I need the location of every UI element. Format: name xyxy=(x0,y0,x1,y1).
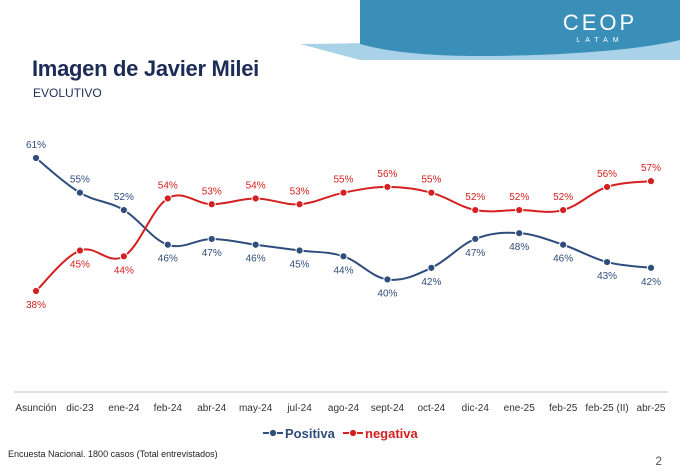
page-title: Imagen de Javier Milei xyxy=(32,56,259,81)
legend-label: Positiva xyxy=(285,426,336,441)
data-label-negativa: 53% xyxy=(290,186,310,197)
x-tick-label: ene-25 xyxy=(504,403,536,414)
data-label-negativa: 56% xyxy=(377,169,397,180)
data-point-negativa xyxy=(207,200,216,209)
data-label-positiva: 48% xyxy=(509,242,529,253)
data-label-negativa: 38% xyxy=(26,300,46,311)
data-label-positiva: 45% xyxy=(290,260,310,271)
data-point-positiva xyxy=(163,240,172,249)
data-point-positiva xyxy=(339,252,348,261)
data-label-negativa: 52% xyxy=(465,192,485,203)
header-banner xyxy=(300,0,680,60)
data-point-positiva xyxy=(427,263,436,272)
data-label-positiva: 61% xyxy=(26,140,46,151)
data-label-positiva: 44% xyxy=(333,265,353,276)
data-label-positiva: 40% xyxy=(377,288,397,299)
data-point-negativa xyxy=(383,182,392,192)
x-tick-label: dic-24 xyxy=(462,403,490,414)
source-note: Encuesta Nacional. 1800 casos (Total ent… xyxy=(8,449,218,459)
data-label-negativa: 55% xyxy=(421,175,441,186)
data-label-positiva: 46% xyxy=(158,254,178,265)
data-label-positiva: 42% xyxy=(421,277,441,288)
data-point-positiva xyxy=(31,153,41,163)
data-label-negativa: 45% xyxy=(70,260,90,271)
x-axis-ticks: Asunción dic-23 ene-24 feb-24 abr-24 may-24 ju… xyxy=(15,403,665,414)
x-tick-label: feb-25 xyxy=(549,403,578,414)
legend-item-positiva: Positiva xyxy=(263,426,336,441)
data-label-negativa: 56% xyxy=(597,169,617,180)
x-tick-label: feb-24 xyxy=(154,403,183,414)
data-label-positiva: 47% xyxy=(465,248,485,259)
x-tick-label: may-24 xyxy=(239,403,273,414)
x-tick-label: oct-24 xyxy=(417,403,445,414)
data-points: 61% 55% 52% 46% 47% 46% 45% 44% 40% 42% 47% 48% 46% 4… xyxy=(26,140,661,311)
data-point-negativa xyxy=(295,200,304,209)
data-point-negativa xyxy=(339,188,348,197)
x-tick-label: feb-25 (II) xyxy=(585,403,628,414)
x-tick-label: sept-24 xyxy=(371,403,405,414)
legend-label: negativa xyxy=(365,426,419,441)
legend-item-negativa: negativa xyxy=(343,426,419,441)
data-point-negativa xyxy=(515,205,524,215)
data-point-negativa xyxy=(75,246,85,255)
data-label-positiva: 46% xyxy=(553,254,573,265)
data-point-positiva xyxy=(207,234,216,244)
logo-text: CEOP xyxy=(562,10,638,35)
data-point-negativa xyxy=(559,205,568,215)
data-point-negativa xyxy=(646,177,656,186)
x-tick-label: ago-24 xyxy=(328,403,360,414)
page-number: 2 xyxy=(655,454,662,468)
data-label-negativa: 52% xyxy=(509,192,529,203)
data-point-negativa xyxy=(251,194,260,203)
x-tick-label: abr-25 xyxy=(637,403,666,414)
data-label-positiva: 52% xyxy=(114,192,134,203)
x-tick-label: abr-24 xyxy=(197,403,226,414)
data-label-negativa: 57% xyxy=(641,163,661,174)
data-point-positiva xyxy=(119,205,128,215)
data-label-negativa: 55% xyxy=(333,175,353,186)
data-label-positiva: 47% xyxy=(202,248,222,259)
legend-marker xyxy=(268,428,278,438)
page-subtitle: EVOLUTIVO xyxy=(33,86,102,100)
data-label-positiva: 42% xyxy=(641,277,661,288)
data-label-negativa: 44% xyxy=(114,265,134,276)
data-point-negativa xyxy=(602,182,612,192)
legend-marker xyxy=(348,428,358,438)
data-point-positiva xyxy=(515,229,524,238)
data-label-positiva: 46% xyxy=(246,254,266,265)
chart-legend: Positiva negativa xyxy=(263,426,419,441)
data-point-positiva xyxy=(471,234,480,244)
data-point-positiva xyxy=(646,263,656,272)
ceop-logo: CEOP LATAM xyxy=(550,8,650,48)
data-point-negativa xyxy=(163,194,172,203)
data-point-positiva xyxy=(602,257,612,267)
data-point-negativa xyxy=(119,252,128,261)
data-point-positiva xyxy=(559,240,568,249)
data-label-positiva: 55% xyxy=(70,175,90,186)
data-label-negativa: 53% xyxy=(202,186,222,197)
data-point-positiva xyxy=(295,246,304,255)
logo-subtext: LATAM xyxy=(576,37,624,44)
data-point-positiva xyxy=(75,188,85,197)
data-label-negativa: 52% xyxy=(553,192,573,203)
data-point-negativa xyxy=(427,188,436,197)
x-tick-label: dic-23 xyxy=(66,403,94,414)
x-tick-label: jul-24 xyxy=(286,403,312,414)
data-point-negativa xyxy=(31,286,41,296)
data-point-negativa xyxy=(471,205,480,215)
x-tick-label: ene-24 xyxy=(108,403,140,414)
x-tick-label: Asunción xyxy=(15,403,56,414)
data-point-positiva xyxy=(251,240,260,249)
data-point-positiva xyxy=(383,275,392,284)
data-label-positiva: 43% xyxy=(597,271,617,282)
data-label-negativa: 54% xyxy=(246,180,266,191)
data-label-negativa: 54% xyxy=(158,180,178,191)
